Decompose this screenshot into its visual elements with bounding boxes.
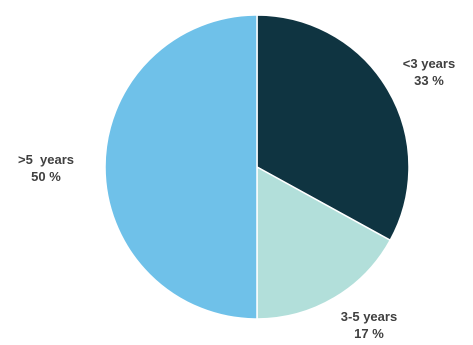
pie-slices bbox=[104, 14, 410, 320]
slice-label-3to5: 3-5 years bbox=[341, 309, 397, 324]
slice-value-lt3: 33 % bbox=[414, 73, 444, 88]
slice-label-lt3: <3 years bbox=[403, 56, 455, 71]
slice-value-gt5: 50 % bbox=[31, 169, 61, 184]
pie-slice-lt3 bbox=[256, 14, 410, 242]
slice-label-gt5: >5 years bbox=[18, 152, 74, 167]
pie-slice-3to5 bbox=[256, 165, 392, 320]
pie-slice-gt5 bbox=[104, 14, 258, 320]
slice-value-3to5: 17 % bbox=[354, 326, 384, 341]
